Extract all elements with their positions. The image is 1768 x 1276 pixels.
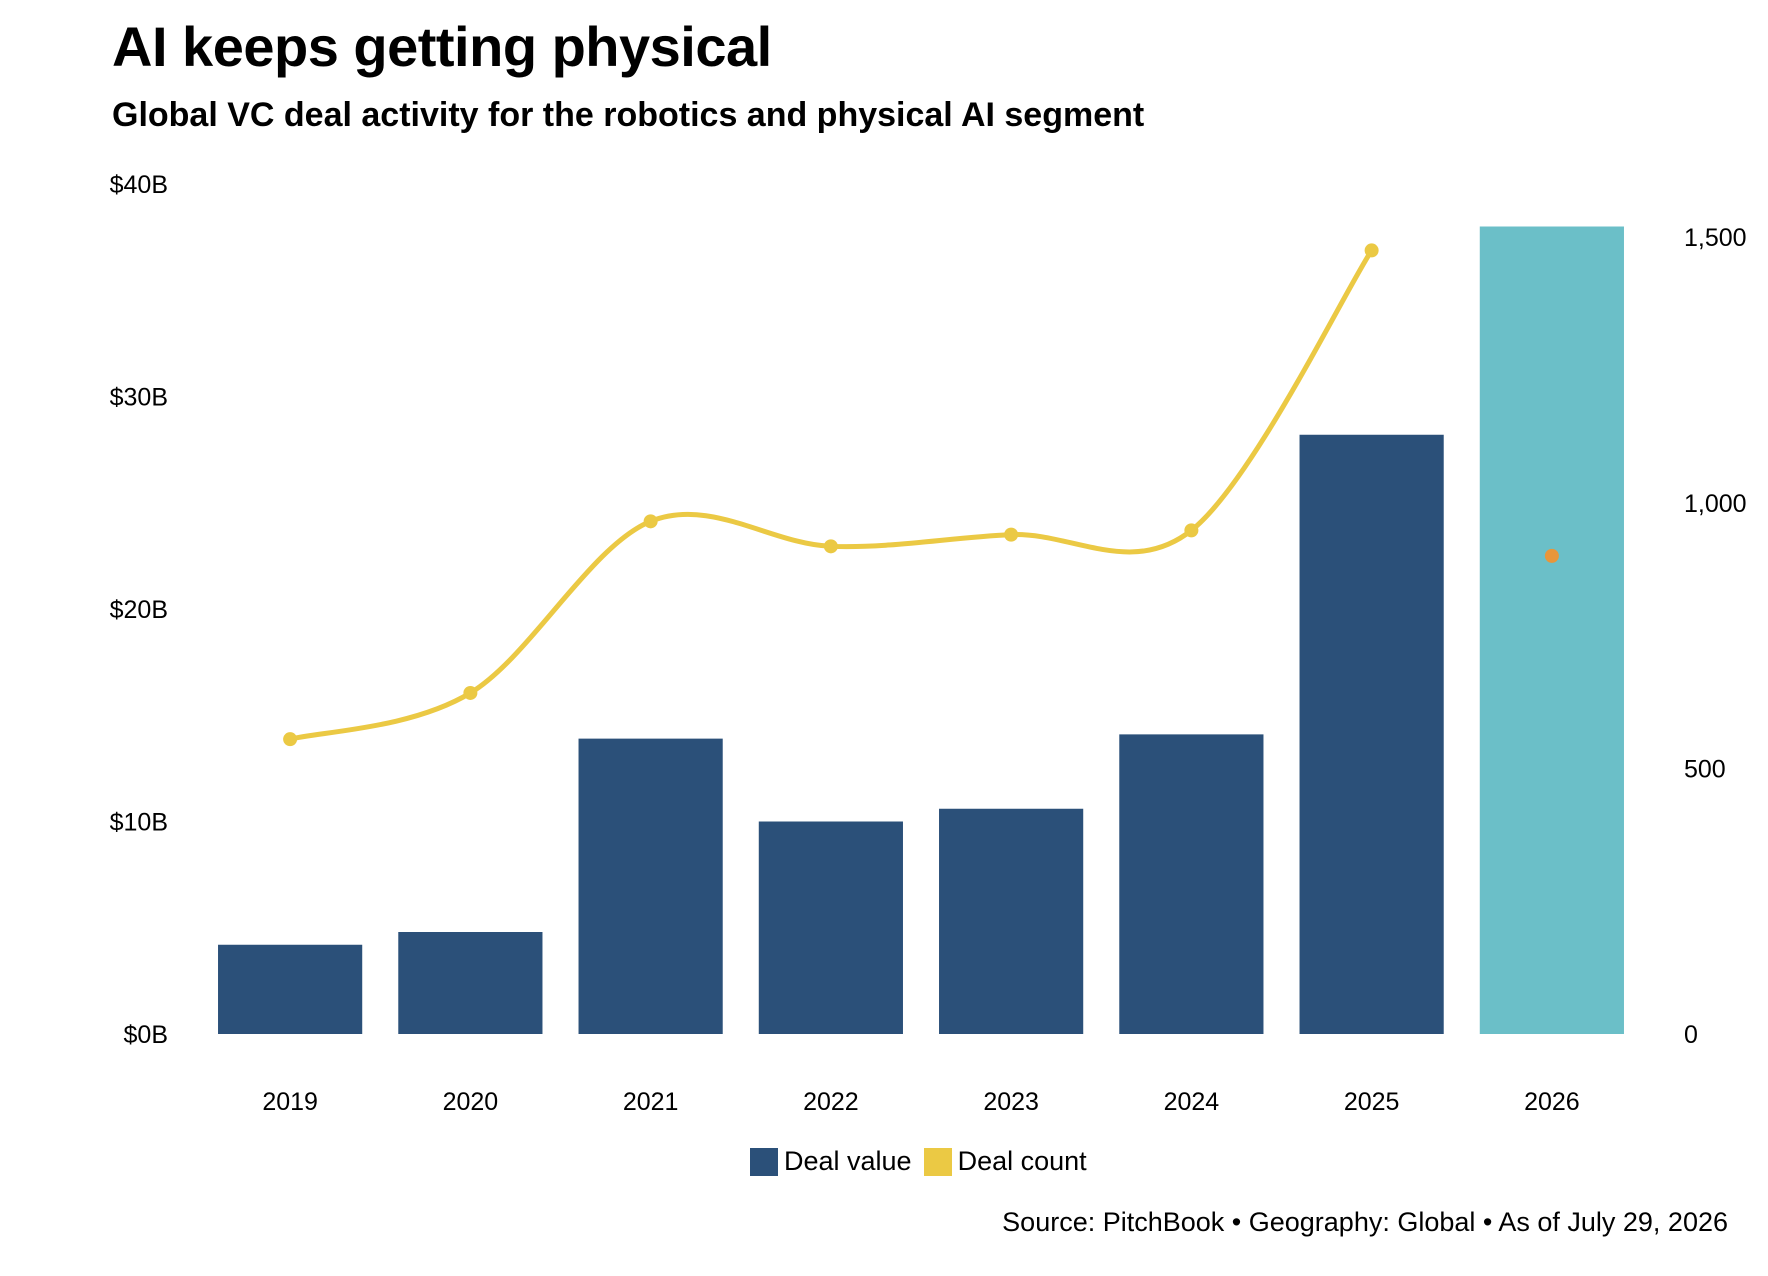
x-tick-label: 2025 xyxy=(1344,1088,1400,1116)
source-note: Source: PitchBook • Geography: Global • … xyxy=(1002,1207,1728,1237)
right-tick-label: 500 xyxy=(1684,755,1726,783)
point-deal-count-2021[interactable] xyxy=(643,514,658,529)
right-tick-label: 1,000 xyxy=(1684,490,1747,518)
legend-item-deal-value[interactable]: Deal value xyxy=(750,1146,912,1177)
x-tick-label: 2026 xyxy=(1524,1088,1580,1116)
right-tick-label: 0 xyxy=(1684,1021,1698,1049)
bar-deal-value-2025[interactable] xyxy=(1299,434,1444,1034)
legend: Deal value Deal count xyxy=(750,1146,1099,1177)
left-tick-label: $20B xyxy=(110,596,168,624)
x-axis: 2019 2020 2021 2022 2023 2024 2025 2026 xyxy=(262,1088,1579,1116)
point-deal-count-2025[interactable] xyxy=(1364,243,1379,258)
deal-count-line xyxy=(287,247,1375,742)
point-deal-count-2020[interactable] xyxy=(463,685,478,700)
deal-count-line-group xyxy=(283,243,1559,747)
point-deal-count-2026[interactable] xyxy=(1544,548,1559,563)
legend-swatch-deal-count xyxy=(923,1147,952,1176)
point-deal-count-2023[interactable] xyxy=(1004,527,1019,542)
x-tick-label: 2021 xyxy=(623,1088,679,1116)
point-deal-count-2024[interactable] xyxy=(1184,523,1199,538)
x-tick-label: 2024 xyxy=(1164,1088,1220,1116)
bar-deal-value-2021[interactable] xyxy=(578,738,723,1034)
legend-swatch-deal-value xyxy=(750,1147,778,1176)
legend-label-deal-count: Deal count xyxy=(957,1146,1087,1176)
right-axis: 0 500 1,000 1,500 xyxy=(1684,224,1747,1049)
x-tick-label: 2022 xyxy=(803,1088,859,1116)
left-tick-label: $30B xyxy=(110,384,168,412)
bar-deal-value-2023[interactable] xyxy=(939,808,1084,1034)
x-tick-label: 2019 xyxy=(262,1088,318,1116)
right-tick-label: 1,500 xyxy=(1684,224,1747,252)
legend-item-deal-count[interactable]: Deal count xyxy=(923,1146,1087,1177)
bars-group xyxy=(218,226,1624,1035)
bar-deal-value-2026[interactable] xyxy=(1479,226,1624,1035)
chart-title: AI keeps getting physical xyxy=(112,15,772,78)
left-tick-label: $40B xyxy=(110,171,168,199)
left-axis: $0B $10B $20B $30B $40B xyxy=(110,171,168,1049)
x-tick-label: 2023 xyxy=(983,1088,1039,1116)
left-tick-label: $0B xyxy=(124,1021,168,1049)
bar-deal-value-2024[interactable] xyxy=(1119,734,1264,1034)
point-deal-count-2022[interactable] xyxy=(823,539,838,554)
chart-subtitle: Global VC deal activity for the robotics… xyxy=(112,96,1145,134)
bar-deal-value-2022[interactable] xyxy=(758,821,903,1035)
bar-deal-value-2020[interactable] xyxy=(398,932,543,1034)
point-deal-count-2019[interactable] xyxy=(283,732,298,747)
bar-deal-value-2019[interactable] xyxy=(218,944,363,1034)
left-tick-label: $10B xyxy=(110,809,168,837)
legend-label-deal-value: Deal value xyxy=(784,1146,912,1176)
x-tick-label: 2020 xyxy=(443,1088,499,1116)
